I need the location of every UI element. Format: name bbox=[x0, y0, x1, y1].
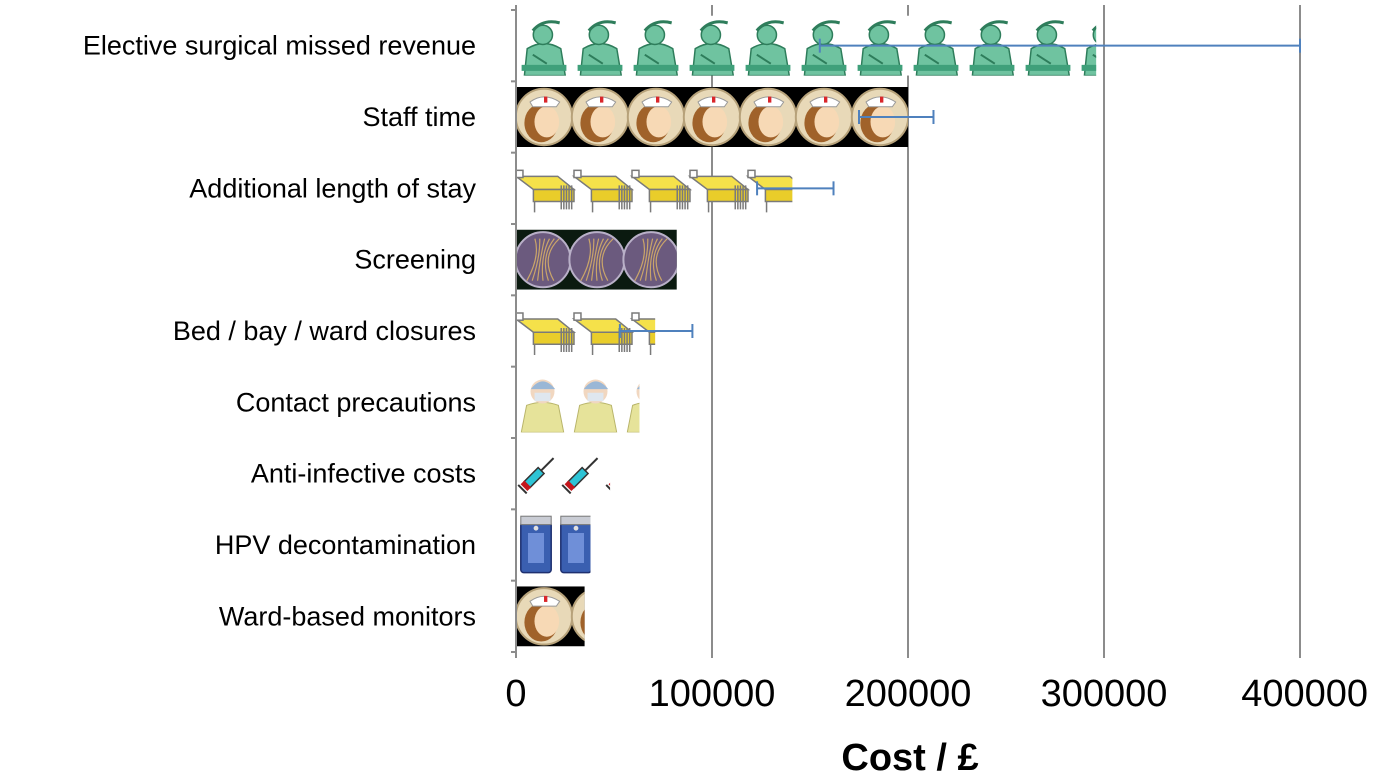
masked-staff-icon bbox=[622, 372, 640, 433]
error-bars bbox=[618, 38, 1301, 338]
category-label: Additional length of stay bbox=[189, 173, 476, 203]
x-tick-label: 400000 bbox=[1241, 673, 1368, 715]
bars bbox=[516, 15, 1097, 647]
nurse-icon bbox=[738, 87, 798, 147]
nurse-icon bbox=[794, 87, 854, 147]
hospital-bed-icon bbox=[745, 169, 793, 213]
error-bar bbox=[818, 38, 1301, 53]
hospital-bed-icon bbox=[571, 169, 635, 213]
decontamination-unit-icon bbox=[516, 515, 556, 575]
category-label: Screening bbox=[354, 245, 476, 275]
nurse-icon bbox=[570, 586, 585, 647]
category-label: Contact precautions bbox=[236, 387, 476, 417]
axes bbox=[511, 5, 1301, 658]
category-label: Bed / bay / ward closures bbox=[173, 316, 476, 346]
category-labels: Elective surgical missed revenue Staff ti… bbox=[83, 31, 477, 632]
hospital-bed-icon bbox=[516, 312, 577, 355]
bar bbox=[516, 586, 585, 647]
bar bbox=[516, 312, 656, 355]
surgeon-icon bbox=[740, 15, 796, 76]
x-tick-label: 200000 bbox=[845, 673, 972, 715]
surgeon-icon bbox=[516, 15, 572, 76]
error-bar bbox=[858, 110, 935, 124]
nurse-icon bbox=[516, 586, 574, 647]
petri-dish-icon bbox=[622, 229, 677, 290]
petri-dish-icon bbox=[516, 229, 572, 290]
x-axis-title: Cost / £ bbox=[841, 737, 978, 779]
bar bbox=[516, 229, 677, 290]
bar bbox=[516, 169, 793, 213]
x-tick-labels: 0 100000 200000 300000 400000 bbox=[505, 673, 1368, 715]
category-label: Ward-based monitors bbox=[219, 601, 476, 631]
bar bbox=[516, 515, 591, 575]
category-label: Staff time bbox=[362, 102, 476, 132]
syringe-icon bbox=[516, 443, 560, 504]
nurse-icon bbox=[626, 87, 686, 147]
category-label: HPV decontamination bbox=[215, 530, 476, 560]
decontamination-unit-icon bbox=[556, 515, 591, 575]
bar bbox=[516, 372, 640, 433]
hospital-bed-icon bbox=[629, 169, 693, 213]
surgeon-icon bbox=[572, 15, 628, 76]
bar bbox=[516, 443, 611, 504]
hospital-bed-icon bbox=[516, 169, 577, 213]
nurse-icon bbox=[682, 87, 742, 147]
masked-staff-icon bbox=[516, 372, 569, 433]
category-label: Elective surgical missed revenue bbox=[83, 31, 476, 61]
masked-staff-icon bbox=[569, 372, 622, 433]
surgeon-icon bbox=[684, 15, 740, 76]
surgeon-icon bbox=[628, 15, 684, 76]
bar bbox=[516, 87, 908, 147]
nurse-icon bbox=[516, 87, 574, 147]
error-bar bbox=[756, 181, 835, 196]
x-tick-label: 300000 bbox=[1041, 673, 1168, 715]
x-tick-label: 0 bbox=[505, 673, 526, 715]
syringe-icon bbox=[604, 443, 611, 504]
category-label: Anti-infective costs bbox=[251, 459, 476, 489]
x-tick-label: 100000 bbox=[649, 673, 776, 715]
hospital-bed-icon bbox=[629, 312, 656, 355]
nurse-icon bbox=[570, 87, 630, 147]
hospital-bed-icon bbox=[687, 169, 751, 213]
hospital-bed-icon bbox=[571, 312, 635, 355]
petri-dish-icon bbox=[568, 229, 626, 290]
error-bar bbox=[618, 324, 694, 338]
syringe-icon bbox=[560, 443, 604, 504]
